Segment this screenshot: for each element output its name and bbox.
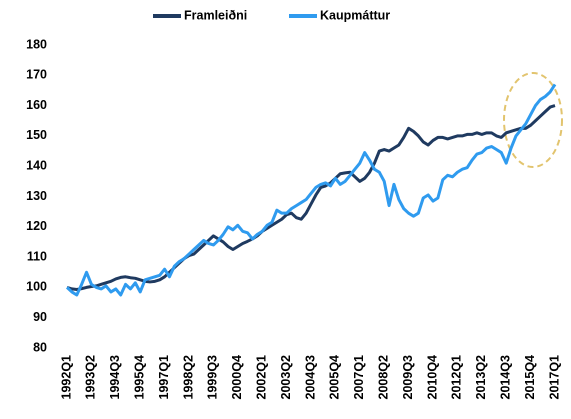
- highlight-ellipse: [503, 72, 563, 168]
- x-tick-label: 2003Q2: [279, 355, 293, 400]
- y-tick-label: 120: [26, 219, 47, 233]
- x-tick-label: 2014Q3: [498, 355, 512, 400]
- x-tick-label: 2017Q1: [547, 355, 561, 400]
- x-tick-label: 2010Q4: [425, 355, 439, 400]
- y-tick-label: 150: [26, 128, 47, 142]
- y-tick-label: 110: [27, 249, 47, 263]
- x-tick-label: 2009Q3: [401, 355, 415, 400]
- x-tick-label: 1994Q3: [108, 355, 122, 400]
- y-tick-label: 130: [26, 189, 47, 203]
- x-tick-label: 1999Q3: [206, 355, 220, 400]
- x-tick-label: 1998Q2: [181, 355, 195, 400]
- legend-label: Kaupmáttur: [320, 8, 390, 22]
- x-tick-label: 1997Q1: [157, 355, 171, 400]
- x-tick-label: 2005Q4: [328, 355, 342, 400]
- y-tick-label: 140: [26, 158, 47, 172]
- x-tick-label: 2007Q1: [352, 355, 366, 400]
- x-tick-label: 2013Q2: [474, 355, 488, 400]
- x-tick-label: 2015Q4: [523, 355, 537, 400]
- y-tick-label: 100: [26, 280, 47, 294]
- x-tick-label: 2000Q4: [230, 355, 244, 400]
- x-tick-label: 2004Q3: [303, 355, 317, 400]
- y-tick-label: 180: [26, 37, 47, 51]
- legend-label: Framleiðni: [184, 8, 247, 22]
- line-series: [66, 104, 556, 292]
- x-tick-label: 2008Q2: [376, 355, 390, 400]
- x-tick-label: 2012Q1: [450, 355, 464, 400]
- y-tick-label: 170: [26, 68, 47, 82]
- x-tick-label: 2002Q1: [254, 355, 268, 400]
- x-tick-label: 1993Q2: [84, 355, 98, 400]
- x-tick-label: 1992Q1: [59, 355, 73, 400]
- y-tick-label: 160: [26, 98, 47, 112]
- x-tick-label: 1995Q4: [132, 355, 146, 400]
- line-series: [65, 83, 557, 297]
- y-tick-label: 90: [33, 310, 47, 324]
- y-tick-label: 80: [33, 340, 47, 354]
